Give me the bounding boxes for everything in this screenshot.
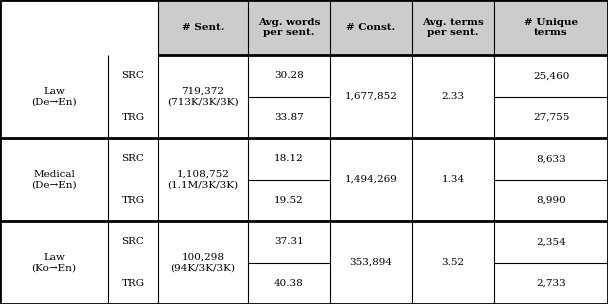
Text: Avg. words
per sent.: Avg. words per sent. bbox=[258, 18, 320, 37]
Text: 25,460: 25,460 bbox=[533, 71, 569, 80]
Text: 2,733: 2,733 bbox=[536, 279, 566, 288]
Text: 30.28: 30.28 bbox=[274, 71, 304, 80]
Text: SRC: SRC bbox=[122, 237, 145, 246]
Text: TRG: TRG bbox=[122, 279, 145, 288]
Text: 100,298
(94K/3K/3K): 100,298 (94K/3K/3K) bbox=[170, 253, 235, 272]
Text: 8,633: 8,633 bbox=[536, 154, 566, 163]
Text: Law
(De→En): Law (De→En) bbox=[31, 87, 77, 106]
Text: TRG: TRG bbox=[122, 196, 145, 205]
Text: 40.38: 40.38 bbox=[274, 279, 304, 288]
Text: 1,677,852: 1,677,852 bbox=[345, 92, 398, 101]
Text: 33.87: 33.87 bbox=[274, 113, 304, 122]
Text: TRG: TRG bbox=[122, 113, 145, 122]
Text: 8,990: 8,990 bbox=[536, 196, 566, 205]
Text: SRC: SRC bbox=[122, 71, 145, 80]
Text: # Const.: # Const. bbox=[347, 23, 396, 32]
Text: # Sent.: # Sent. bbox=[182, 23, 224, 32]
Text: 2,354: 2,354 bbox=[536, 237, 566, 246]
Text: 1.34: 1.34 bbox=[441, 175, 465, 184]
Text: Avg. terms
per sent.: Avg. terms per sent. bbox=[422, 18, 484, 37]
Text: 2.33: 2.33 bbox=[441, 92, 465, 101]
Text: 1,108,752
(1.1M/3K/3K): 1,108,752 (1.1M/3K/3K) bbox=[167, 170, 238, 189]
Text: SRC: SRC bbox=[122, 154, 145, 163]
Text: 27,755: 27,755 bbox=[533, 113, 569, 122]
Text: 719,372
(713K/3K/3K): 719,372 (713K/3K/3K) bbox=[167, 87, 239, 106]
Text: 18.12: 18.12 bbox=[274, 154, 304, 163]
Text: Medical
(De→En): Medical (De→En) bbox=[31, 170, 77, 189]
Text: 37.31: 37.31 bbox=[274, 237, 304, 246]
Text: Law
(Ko→En): Law (Ko→En) bbox=[32, 253, 77, 272]
Text: 3.52: 3.52 bbox=[441, 258, 465, 267]
Bar bbox=[158, 0, 608, 55]
Text: 1,494,269: 1,494,269 bbox=[345, 175, 398, 184]
Text: 19.52: 19.52 bbox=[274, 196, 304, 205]
Text: # Unique
terms: # Unique terms bbox=[524, 18, 578, 37]
Text: 353,894: 353,894 bbox=[350, 258, 393, 267]
